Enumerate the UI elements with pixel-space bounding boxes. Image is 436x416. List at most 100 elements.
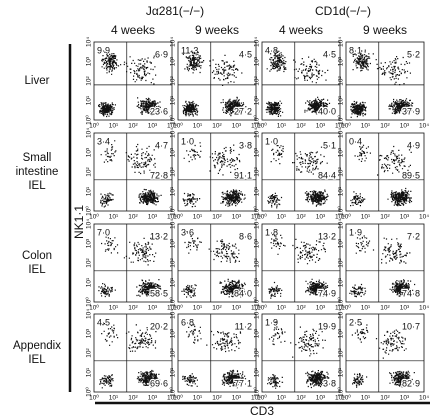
x-tick-label: 10³ xyxy=(400,395,410,402)
quadrant-value: 4·7 xyxy=(155,140,168,150)
x-axis-label: CD3 xyxy=(250,404,274,416)
y-tick-label: 10³ xyxy=(170,56,177,66)
x-tick-label: 10³ xyxy=(232,214,242,221)
quadrant-value: 23·6 xyxy=(150,106,168,116)
event-dots xyxy=(100,140,162,208)
quadrant-value: 9·9 xyxy=(97,45,110,55)
y-tick-label: 10² xyxy=(338,166,345,176)
x-tick-label: 10⁴ xyxy=(335,123,345,130)
y-tick-label: 10² xyxy=(170,75,177,85)
y-tick-label: 10⁰ xyxy=(85,297,93,307)
x-tick-label: 10² xyxy=(380,305,390,312)
x-tick-label: 10⁰ xyxy=(257,122,267,130)
y-tick-label: 10⁴ xyxy=(254,219,261,229)
x-tick-label: 10¹ xyxy=(361,395,371,402)
x-tick-label: 10¹ xyxy=(109,214,119,221)
y-tick-label: 10³ xyxy=(86,56,93,66)
quadrant-value: 84·0 xyxy=(234,288,252,298)
event-dots xyxy=(268,234,329,299)
x-tick-label: 10³ xyxy=(232,395,242,402)
y-tick-label: 10⁰ xyxy=(337,387,345,397)
y-tick-label: 10¹ xyxy=(338,186,345,196)
y-tick-label: 10³ xyxy=(170,147,177,157)
y-tick-label: 10³ xyxy=(338,147,345,157)
y-tick-label: 10³ xyxy=(338,238,345,248)
quadrant-value: 3·6 xyxy=(181,227,194,237)
x-tick-label: 10⁰ xyxy=(341,304,351,312)
quadrant-value: 13·2 xyxy=(150,231,168,241)
x-tick-label: 10² xyxy=(296,395,306,402)
y-tick-label: 10⁴ xyxy=(170,128,177,138)
y-tick-label: 10² xyxy=(254,166,261,176)
x-tick-label: 10⁰ xyxy=(89,304,99,312)
y-tick-label: 10⁴ xyxy=(170,309,177,319)
y-tick-label: 10⁴ xyxy=(254,37,261,47)
x-tick-label: 10⁴ xyxy=(251,214,261,221)
x-tick-label: 10¹ xyxy=(109,395,119,402)
event-dots xyxy=(265,50,331,117)
quadrant-value: 1·9 xyxy=(349,227,362,237)
x-tick-label: 10⁴ xyxy=(251,305,261,312)
quadrant-value: 4·9 xyxy=(407,140,420,150)
x-tick-label: 10² xyxy=(212,305,222,312)
x-tick-label: 10¹ xyxy=(193,305,203,312)
x-tick-label: 10⁰ xyxy=(341,394,351,402)
y-tick-label: 10⁴ xyxy=(338,37,345,47)
y-tick-label: 10¹ xyxy=(254,367,261,377)
y-tick-label: 10² xyxy=(170,257,177,267)
x-tick-label: 10¹ xyxy=(193,395,203,402)
y-tick-label: 10⁰ xyxy=(337,297,345,307)
event-dots xyxy=(98,51,162,118)
x-tick-label: 10¹ xyxy=(361,214,371,221)
x-tick-label: 10² xyxy=(128,123,138,130)
x-tick-label: 10² xyxy=(212,214,222,221)
y-tick-label: 10³ xyxy=(254,238,261,248)
quadrant-value: 8·6 xyxy=(239,231,252,241)
quadrant-value: 6·9 xyxy=(155,49,168,59)
x-tick-label: 10¹ xyxy=(277,305,287,312)
column-header: 9 weeks xyxy=(363,23,407,37)
x-tick-label: 10⁴ xyxy=(419,123,429,130)
quadrant-value: 1·0 xyxy=(265,136,278,146)
x-tick-label: 10⁰ xyxy=(257,304,267,312)
y-tick-label: 10⁰ xyxy=(253,206,261,216)
quadrant-value: 74·9 xyxy=(318,288,336,298)
event-dots xyxy=(182,324,247,389)
quadrant-value: 13·2 xyxy=(318,231,336,241)
event-dots xyxy=(349,235,416,298)
event-dots xyxy=(350,144,413,207)
event-dots xyxy=(99,323,161,389)
y-tick-label: 10² xyxy=(338,347,345,357)
group-header: CD1d(−/−) xyxy=(315,4,371,18)
quadrant-value: 1·9 xyxy=(265,317,278,327)
y-tick-label: 10⁴ xyxy=(86,219,93,229)
x-tick-label: 10⁰ xyxy=(89,394,99,402)
y-tick-label: 10⁰ xyxy=(169,115,177,125)
y-tick-label: 10¹ xyxy=(170,367,177,377)
row-label: Appendix xyxy=(13,340,61,352)
row-label: intestine xyxy=(16,166,59,178)
plot-frame xyxy=(345,313,425,393)
y-tick-label: 10⁴ xyxy=(338,128,345,138)
event-dots xyxy=(267,321,330,389)
quadrant-value: 1·8 xyxy=(265,227,278,237)
y-tick-label: 10³ xyxy=(170,238,177,248)
quadrant-value: 5·1 xyxy=(323,140,336,150)
quadrant-value: 3·4 xyxy=(97,136,110,146)
y-tick-label: 10² xyxy=(86,75,93,85)
quadrant-value: 7·2 xyxy=(407,231,420,241)
quadrant-value: 4·5 xyxy=(323,49,336,59)
quadrant-value: 91·1 xyxy=(234,170,252,180)
x-tick-label: 10⁴ xyxy=(167,123,177,130)
x-tick-label: 10⁴ xyxy=(419,305,429,312)
quadrant-value: 69·6 xyxy=(150,378,168,388)
x-tick-label: 10⁴ xyxy=(167,305,177,312)
y-tick-label: 10⁰ xyxy=(337,206,345,216)
quadrant-value: 0·4 xyxy=(349,136,362,146)
quadrant-value: 77·1 xyxy=(234,378,252,388)
y-tick-label: 10⁰ xyxy=(85,206,93,216)
x-tick-label: 10³ xyxy=(316,214,326,221)
x-tick-label: 10² xyxy=(212,395,222,402)
x-tick-label: 10² xyxy=(212,123,222,130)
